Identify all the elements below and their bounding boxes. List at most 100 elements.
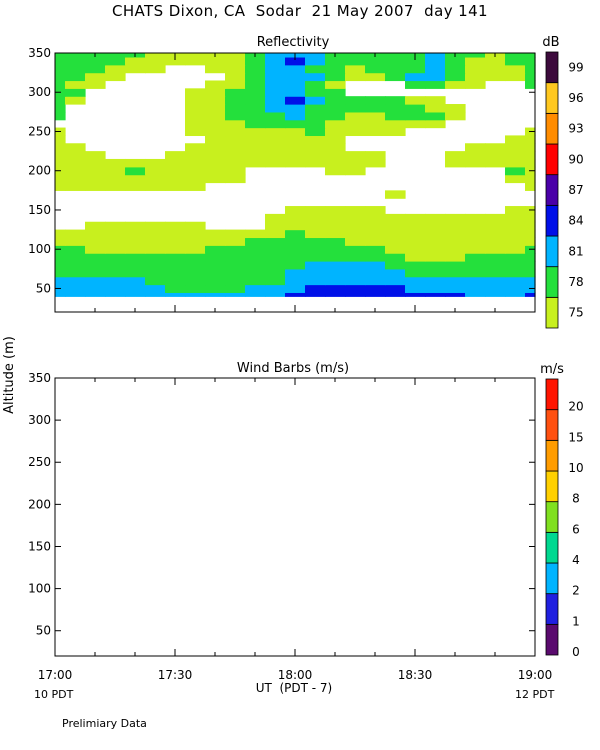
reflectivity-cell	[265, 56, 286, 66]
reflectivity-cell	[85, 151, 106, 160]
reflectivity-cell	[365, 206, 386, 215]
reflectivity-cell	[285, 221, 306, 231]
reflectivity-cell	[165, 245, 186, 254]
reflectivity-cell	[65, 174, 86, 184]
reflectivity-cell	[205, 88, 226, 97]
color-scale-label: 93	[568, 122, 583, 136]
reflectivity-cell	[485, 151, 506, 160]
reflectivity-cell	[445, 260, 466, 270]
reflectivity-contour-cells	[55, 53, 536, 297]
reflectivity-cell	[65, 182, 86, 191]
reflectivity-cell	[165, 284, 186, 293]
reflectivity-cell	[505, 237, 526, 246]
reflectivity-cell	[305, 96, 326, 105]
reflectivity-cell	[65, 245, 86, 254]
reflectivity-cell	[485, 229, 506, 239]
y-tick-label: 300	[28, 85, 51, 99]
reflectivity-cell	[325, 151, 346, 160]
reflectivity-cell	[525, 72, 536, 82]
reflectivity-cell	[485, 72, 506, 82]
reflectivity-cell	[65, 143, 86, 152]
reflectivity-cell	[285, 56, 306, 66]
reflectivity-cell	[145, 53, 166, 58]
wind-barbs-panel: Wind Barbs (m/s) m/s 5010015020025030035…	[28, 361, 584, 682]
x-tick-label: 17:00	[38, 668, 73, 682]
wind-barbs-color-scale: 0 1 2 4 6 8 10 15 20	[545, 378, 584, 659]
reflectivity-cell	[465, 237, 486, 246]
reflectivity-cell	[425, 119, 446, 129]
reflectivity-cell	[205, 260, 226, 270]
reflectivity-cell	[125, 174, 146, 184]
x-right-note: 12 PDT	[515, 688, 555, 701]
reflectivity-cell	[205, 166, 226, 176]
reflectivity-cell	[145, 229, 166, 239]
reflectivity-cell	[55, 104, 66, 113]
reflectivity-cell	[65, 237, 86, 246]
reflectivity-cell	[305, 80, 326, 89]
reflectivity-cell	[345, 260, 366, 270]
reflectivity-cell	[425, 237, 446, 246]
reflectivity-cell	[65, 64, 86, 74]
reflectivity-cell	[445, 229, 466, 239]
reflectivity-cell	[345, 127, 366, 137]
reflectivity-cell	[305, 284, 326, 293]
color-scale-label: 81	[568, 244, 583, 258]
reflectivity-cell	[305, 119, 326, 129]
reflectivity-cell	[305, 56, 326, 66]
reflectivity-cell	[225, 88, 246, 97]
reflectivity-cell	[85, 80, 106, 89]
reflectivity-cell	[245, 276, 266, 286]
reflectivity-cell	[165, 221, 186, 231]
reflectivity-cell	[245, 253, 266, 262]
color-scale-label: 10	[568, 461, 583, 475]
reflectivity-cell	[325, 135, 346, 144]
reflectivity-cell	[185, 88, 206, 97]
reflectivity-cell	[525, 229, 536, 239]
reflectivity-cell	[505, 158, 526, 168]
reflectivity-cell	[365, 96, 386, 105]
reflectivity-cell	[405, 72, 426, 82]
reflectivity-cell	[345, 229, 366, 239]
reflectivity-cell	[55, 96, 66, 105]
reflectivity-cell	[125, 284, 146, 293]
reflectivity-cell	[265, 213, 286, 223]
reflectivity-cell	[445, 276, 466, 286]
reflectivity-cell	[285, 96, 306, 105]
reflectivity-cell	[145, 158, 166, 168]
reflectivity-cell	[105, 245, 126, 254]
reflectivity-cell	[125, 229, 146, 239]
reflectivity-cell	[305, 221, 326, 231]
reflectivity-cell	[345, 284, 366, 293]
reflectivity-cell	[445, 213, 466, 223]
color-scale-swatch	[545, 378, 559, 411]
reflectivity-cell	[285, 245, 306, 254]
reflectivity-cell	[285, 72, 306, 82]
reflectivity-cell	[145, 268, 166, 278]
reflectivity-cell	[325, 268, 346, 278]
reflectivity-cell	[485, 56, 506, 66]
reflectivity-cell	[285, 260, 306, 270]
reflectivity-cell	[305, 229, 326, 239]
reflectivity-cell	[105, 166, 126, 176]
wind-barbs-plot-frame	[54, 377, 536, 657]
reflectivity-cell	[465, 268, 486, 278]
reflectivity-cell	[505, 276, 526, 286]
reflectivity-cell	[55, 268, 66, 278]
reflectivity-cell	[205, 158, 226, 168]
reflectivity-cell	[425, 268, 446, 278]
reflectivity-cell	[105, 237, 126, 246]
reflectivity-cell	[285, 206, 306, 215]
reflectivity-cell	[65, 260, 86, 270]
reflectivity-cell	[445, 284, 466, 293]
reflectivity-cell	[325, 245, 346, 254]
reflectivity-cell	[205, 104, 226, 113]
reflectivity-cell	[225, 64, 246, 74]
reflectivity-cell	[385, 268, 406, 278]
reflectivity-cell	[145, 260, 166, 270]
color-scale-label: 8	[572, 492, 580, 506]
reflectivity-cell	[385, 237, 406, 246]
reflectivity-cell	[265, 64, 286, 74]
color-scale-label: 4	[572, 553, 580, 567]
reflectivity-cell	[525, 268, 536, 278]
reflectivity-cell	[125, 182, 146, 191]
